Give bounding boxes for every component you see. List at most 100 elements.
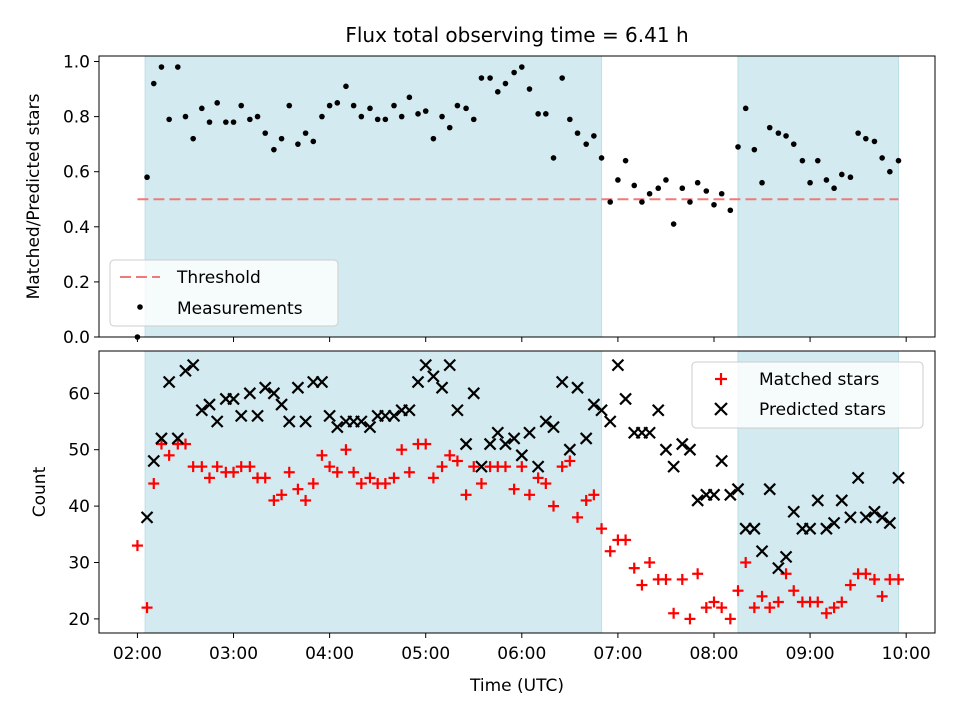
predicted-star-point: [763, 482, 776, 496]
matched-star-point: [564, 455, 576, 467]
measurement-point: [343, 83, 349, 90]
measurement-point: [430, 135, 437, 142]
predicted-star-point: [258, 381, 272, 394]
predicted-star-point: [547, 420, 560, 434]
matched-star-point: [692, 568, 704, 580]
matched-star-point: [764, 602, 776, 614]
predicted-star-point: [755, 544, 769, 558]
measurement-point: [646, 190, 653, 197]
predicted-star-point: [523, 426, 536, 440]
predicted-stars-points: [140, 358, 905, 575]
matched-star-point: [427, 472, 439, 484]
matched-star-point: [211, 461, 223, 473]
measurement-point: [823, 177, 830, 183]
matched-star-point: [396, 444, 408, 456]
predicted-star-point: [571, 381, 584, 394]
x-tick-label: 04:00: [305, 644, 354, 664]
predicted-star-point: [171, 432, 185, 445]
matched-star-point: [556, 461, 568, 473]
matched-star-point: [436, 461, 448, 473]
measurement-point: [639, 199, 645, 205]
y-tick-label: 30: [68, 554, 90, 574]
predicted-star-point: [403, 403, 416, 417]
matched-star-point: [828, 602, 840, 614]
matched-star-point: [163, 449, 175, 461]
measurement-point: [759, 179, 765, 186]
measurement-point: [254, 113, 261, 120]
predicted-star-point: [363, 420, 377, 434]
matched-star-point: [451, 455, 463, 467]
y-tick-label: 0.0: [63, 328, 90, 348]
matched-star-point: [523, 489, 535, 501]
measurement-point: [422, 108, 429, 114]
matched-star-point: [475, 478, 487, 490]
matched-star-point: [468, 461, 480, 473]
measurement-point: [374, 116, 381, 123]
shaded-interval: [737, 55, 899, 338]
matched-star-point: [788, 585, 800, 597]
legend-predicted-swatch: [714, 402, 728, 416]
matched-star-point: [636, 579, 648, 591]
predicted-star-point: [563, 443, 577, 456]
measurement-point: [319, 113, 325, 120]
y-tick-label: 0.8: [63, 108, 90, 128]
measurement-point: [166, 116, 172, 123]
predicted-star-point: [643, 426, 656, 440]
predicted-star-point: [291, 381, 305, 394]
predicted-star-point: [140, 511, 154, 524]
matched-star-point: [820, 607, 832, 619]
predicted-star-point: [299, 415, 312, 428]
measurement-point: [286, 102, 293, 109]
predicted-star-point: [186, 358, 200, 372]
predicted-star-point: [820, 522, 833, 535]
bottom-legend-box: [691, 361, 924, 429]
measurement-point: [838, 171, 845, 178]
matched-star-point: [244, 461, 256, 473]
predicted-star-point: [595, 403, 608, 417]
matched-star-point: [340, 444, 352, 456]
measurement-point: [847, 174, 854, 181]
measurement-point: [230, 119, 237, 125]
predicted-star-point: [827, 516, 841, 530]
x-tick-label: 07:00: [593, 644, 642, 664]
predicted-star-point: [515, 449, 529, 462]
predicted-star-point: [483, 437, 497, 451]
predicted-star-point: [331, 420, 344, 434]
measurement-point: [583, 141, 589, 147]
predicted-star-point: [355, 415, 368, 428]
matched-star-point: [604, 545, 616, 557]
measurement-point: [463, 105, 469, 112]
measurement-point: [591, 133, 597, 139]
predicted-star-point: [724, 488, 737, 502]
measurement-point: [487, 75, 493, 81]
x-tick-label: 03:00: [209, 644, 258, 664]
matched-star-point: [307, 478, 319, 490]
predicted-star-point: [475, 460, 488, 473]
matched-star-point: [532, 472, 544, 484]
predicted-star-point: [731, 482, 745, 496]
predicted-star-point: [539, 415, 553, 428]
measurement-point: [446, 124, 453, 131]
measurement-point: [223, 119, 229, 125]
predicted-star-point: [282, 415, 296, 428]
measurement-point: [814, 157, 821, 164]
predicted-star-point: [779, 550, 793, 564]
matched-star-point: [276, 489, 288, 501]
matched-star-point: [540, 478, 552, 490]
measurement-point: [302, 130, 309, 136]
matched-star-point: [740, 557, 752, 568]
measurement-point: [295, 141, 301, 147]
predicted-star-point: [267, 387, 281, 400]
predicted-star-point: [844, 511, 857, 524]
predicted-star-point: [787, 505, 801, 519]
predicted-star-point: [147, 454, 161, 468]
measurement-point: [783, 133, 789, 139]
measurement-point: [278, 135, 285, 142]
measurement-point: [415, 111, 421, 117]
measurement-point: [150, 80, 157, 87]
measurement-point: [670, 221, 677, 227]
y-tick-label: 60: [68, 384, 90, 404]
top-axes-frame: [98, 55, 936, 338]
measurement-point: [790, 141, 797, 147]
bottom-axes-frame: [98, 350, 936, 634]
